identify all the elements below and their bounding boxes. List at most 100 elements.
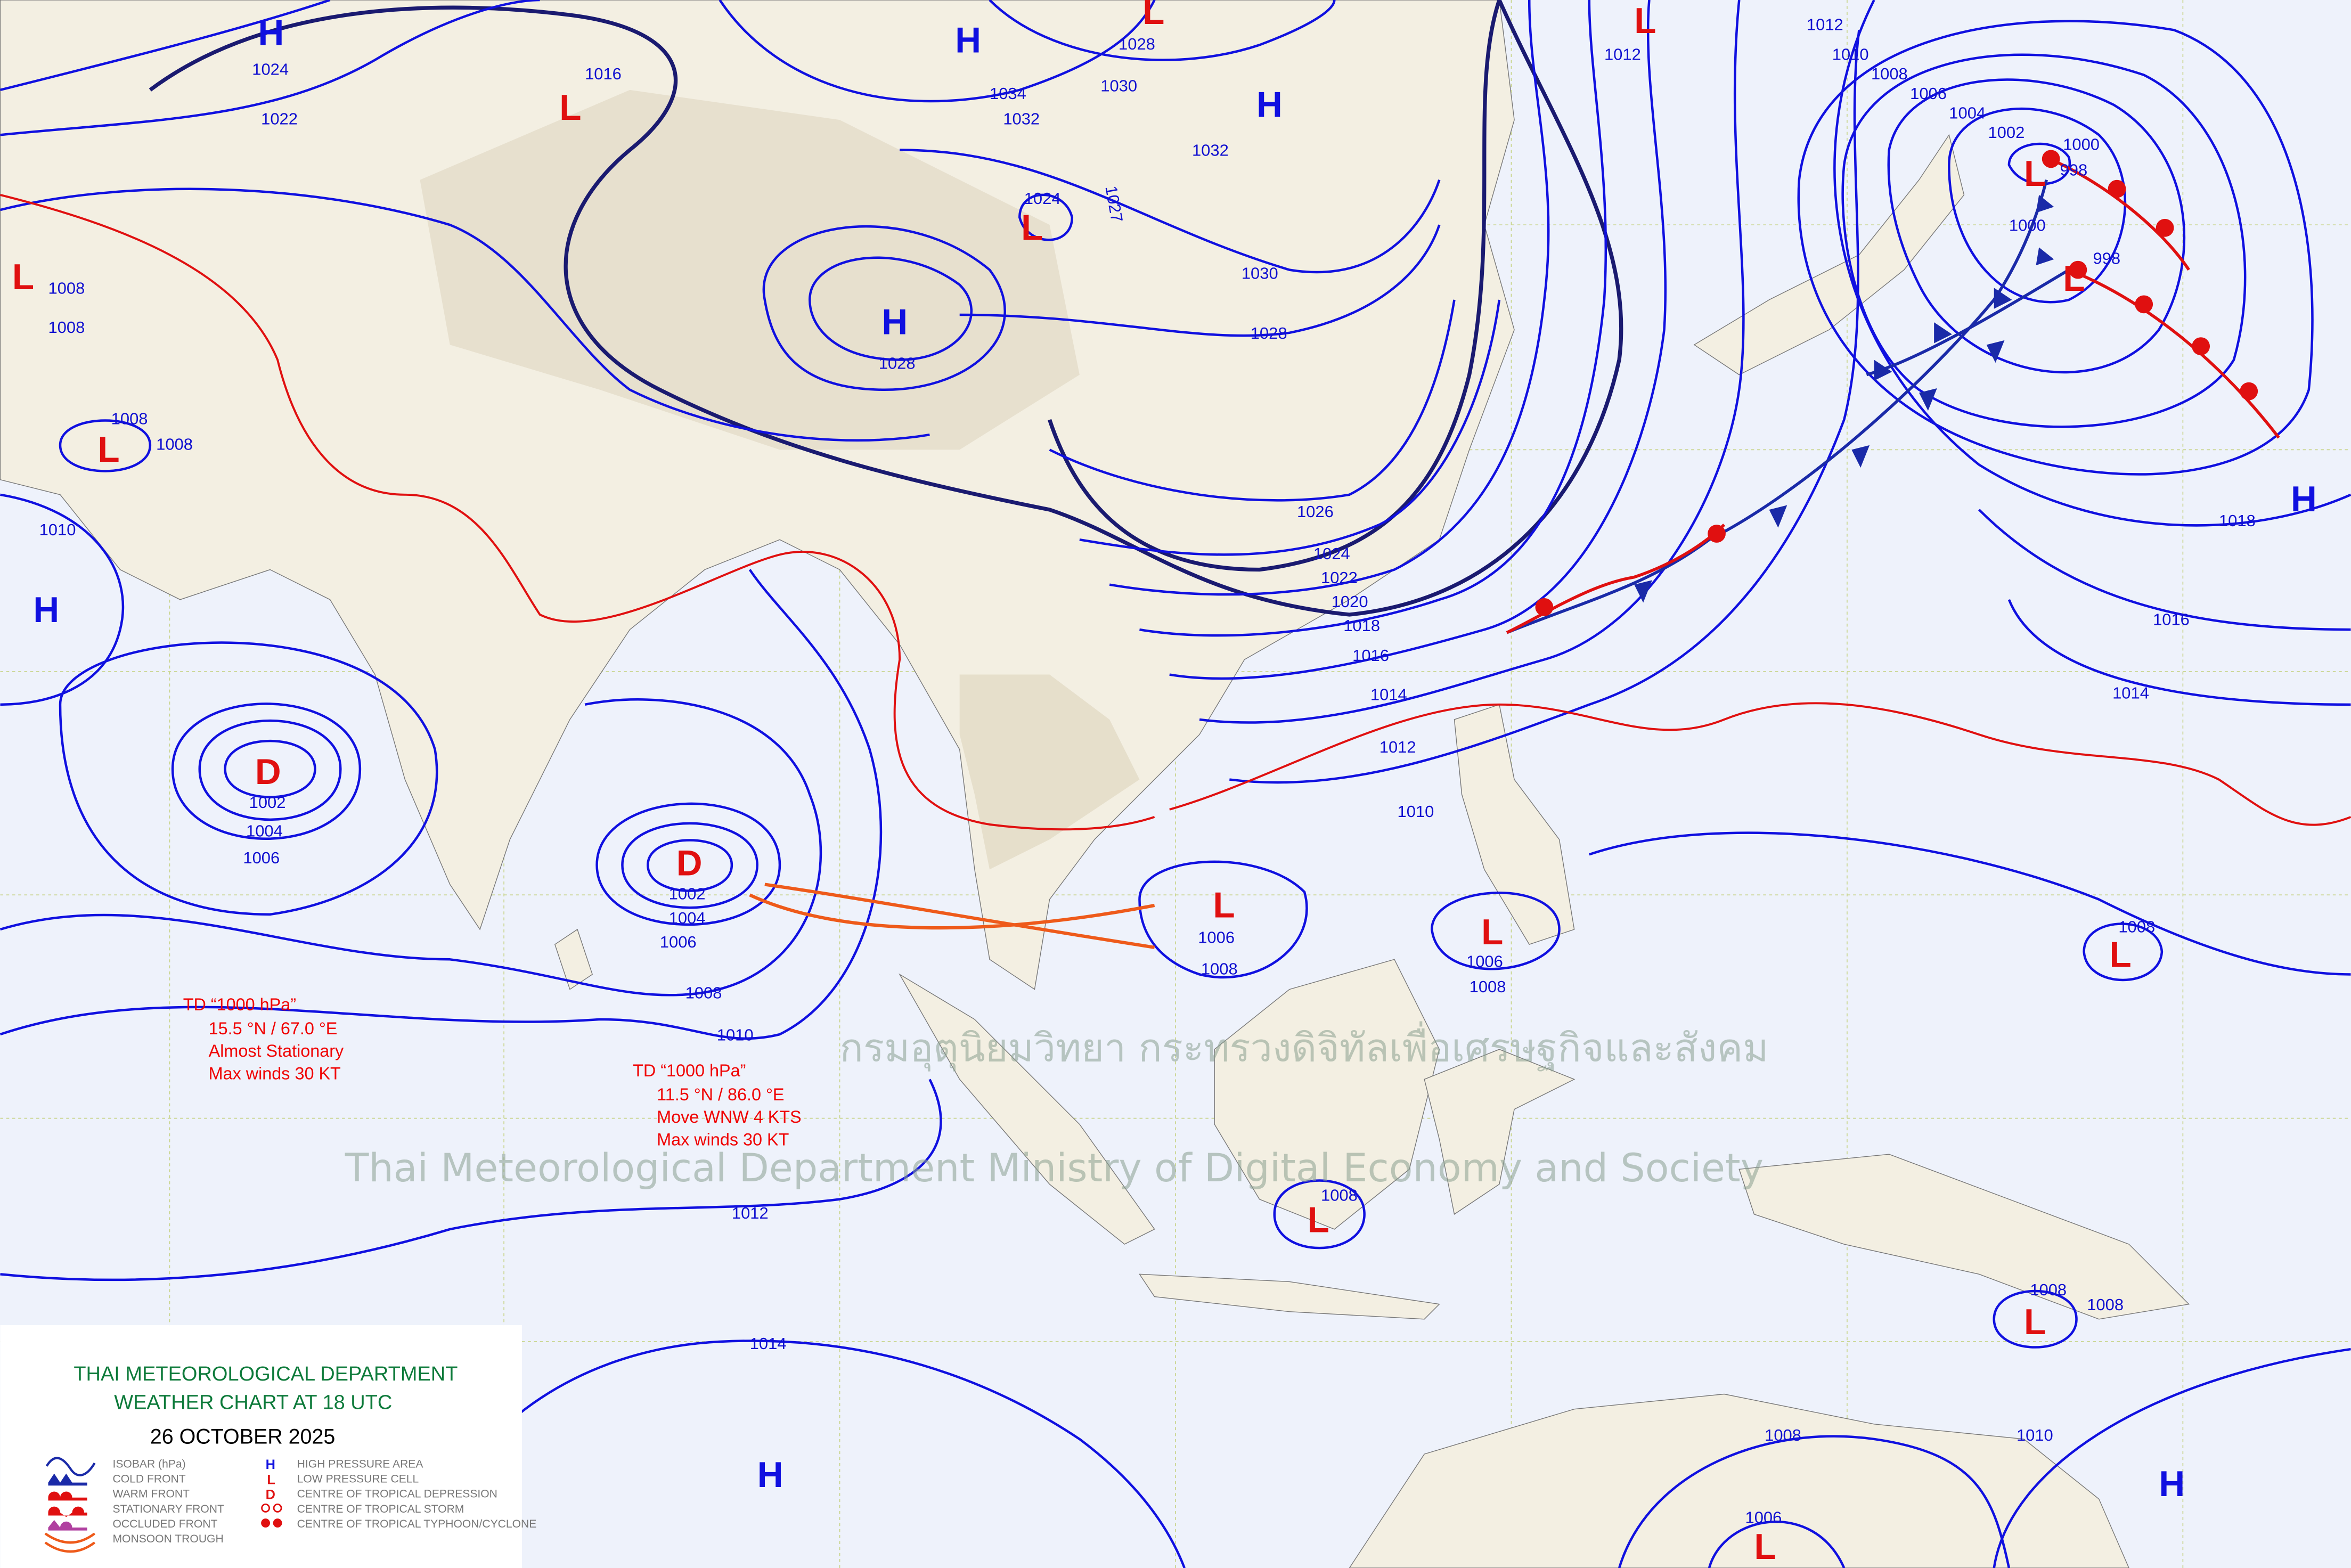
path	[1851, 445, 1870, 468]
ctrL: L	[2109, 935, 2131, 975]
iso	[2007, 599, 2351, 706]
isolbl: 1018	[2219, 511, 2256, 530]
isolbl: 1006	[1198, 928, 1235, 946]
isolbl: 1008	[1871, 64, 1908, 83]
ctrL: L	[2063, 259, 2085, 299]
isolbl: 1008	[48, 279, 85, 298]
isolbl: 1008	[1321, 1186, 1358, 1204]
isolbl: 1014	[750, 1334, 787, 1353]
iso	[1431, 892, 1561, 970]
isolbl: 1012	[1807, 15, 1843, 34]
lg-item: STATIONARY FRONT	[112, 1503, 224, 1515]
isolbl: 998	[2060, 160, 2088, 179]
isolbl: 1008	[156, 435, 193, 453]
isolbl: 1014	[2112, 684, 2149, 703]
iso	[647, 839, 733, 892]
high-symbol-icon: H	[266, 1457, 275, 1472]
circle	[273, 1518, 282, 1528]
ctrL: L	[2024, 1302, 2046, 1342]
ann: TD “1000 hPa”	[183, 995, 296, 1014]
iso	[1797, 20, 2314, 476]
isolbl: 1016	[1352, 646, 1389, 665]
warm-front-north	[2046, 156, 2190, 271]
ctrL: L	[1142, 0, 1164, 32]
isolbl: 1004	[669, 909, 706, 927]
path	[1634, 580, 1653, 603]
circle	[2240, 382, 2258, 401]
isolbl: 1028	[1119, 35, 1155, 53]
ctrL: L	[1213, 885, 1235, 925]
path	[1874, 360, 1892, 381]
lg-item: MONSOON TROUGH	[112, 1533, 223, 1545]
isolbl: 1002	[249, 793, 286, 812]
iso	[595, 802, 781, 926]
isolbl: 1012	[732, 1204, 769, 1222]
iso	[1618, 1435, 2011, 1568]
isolbl: 1010	[2017, 1426, 2053, 1444]
iso	[0, 493, 125, 706]
iso-thick	[149, 0, 1623, 617]
lg-item: LOW PRESSURE CELL	[297, 1473, 419, 1485]
iso	[1169, 0, 1667, 680]
monsoon	[749, 893, 1155, 930]
iso	[1273, 1179, 1366, 1250]
td-annotation-east: TD “1000 hPa” 11.5 °N / 86.0 °E Move WNW…	[633, 1061, 802, 1149]
ann: Almost Stationary	[209, 1041, 344, 1060]
pressure-center: H	[33, 590, 59, 630]
isolbl: 1026	[1297, 502, 1334, 521]
land-india-srilanka	[554, 928, 593, 990]
isolbl: 1008	[2087, 1295, 2124, 1314]
ctrL: L	[1308, 1200, 1329, 1240]
circle	[2108, 179, 2126, 198]
isolbl: 1002	[669, 885, 706, 903]
isolbl: 1012	[1604, 45, 1641, 64]
pressure-center: H	[955, 21, 981, 61]
isolbl: 1006	[243, 848, 280, 867]
ctrH: H	[258, 13, 284, 53]
lg-item: CENTRE OF TROPICAL TYPHOON/CYCLONE	[297, 1518, 537, 1530]
isolbl: 1012	[1379, 738, 1416, 756]
isolbl: 1000	[2009, 216, 2046, 234]
iso	[1948, 108, 2127, 304]
stationary-front-icon	[48, 1506, 87, 1517]
legend-title: THAI METEOROLOGICAL DEPARTMENT	[74, 1363, 458, 1385]
path	[1919, 388, 1937, 411]
lg-item: CENTRE OF TROPICAL DEPRESSION	[297, 1488, 497, 1500]
isolbl: 1008	[2030, 1280, 2067, 1299]
isolbl: 1002	[1988, 123, 2025, 142]
isolbl: 1010	[1398, 802, 1434, 821]
low-symbol-icon: L	[267, 1472, 275, 1487]
iso	[1139, 0, 1607, 637]
isolbl: 1018	[1343, 616, 1380, 635]
isolbl: 1014	[1370, 685, 1407, 704]
isolbl: 998	[2093, 249, 2120, 267]
isolbl: 1024	[1313, 544, 1350, 563]
isolbl: 1030	[1242, 264, 1278, 283]
isolbl: 1010	[39, 520, 76, 539]
iso	[809, 256, 973, 361]
iso	[762, 225, 1006, 391]
isobar-icon	[45, 1457, 96, 1476]
land-japan	[1693, 134, 1965, 375]
iso	[224, 739, 316, 798]
iso	[171, 703, 362, 840]
iso	[1018, 193, 1074, 241]
ann: Move WNW 4 KTS	[657, 1107, 801, 1126]
isolbl: 1008	[111, 410, 148, 428]
td-annotation-west: TD “1000 hPa” 15.5 °N / 67.0 °E Almost S…	[183, 995, 344, 1083]
ctrH: H	[757, 1455, 783, 1495]
path	[1986, 340, 2005, 363]
ctrL: L	[1021, 208, 1043, 248]
isolbl: 1024	[252, 60, 289, 79]
isolbl: 1016	[585, 64, 622, 83]
legend-panel: THAI METEOROLOGICAL DEPARTMENT WEATHER C…	[0, 1325, 536, 1568]
land-borneo	[1214, 959, 1440, 1230]
ctrL: L	[2024, 154, 2046, 194]
fronts	[1506, 150, 2280, 634]
circle	[261, 1503, 271, 1513]
iso	[1708, 1520, 1846, 1568]
